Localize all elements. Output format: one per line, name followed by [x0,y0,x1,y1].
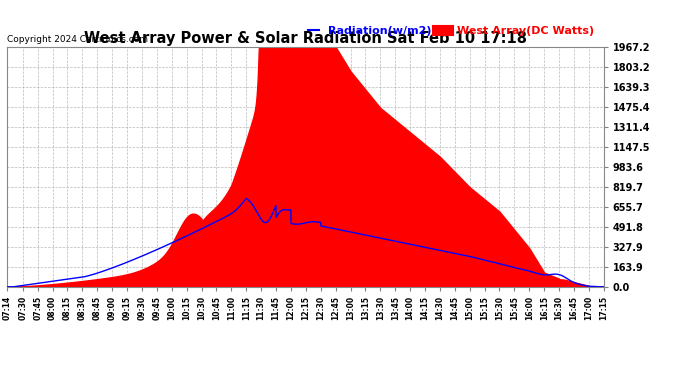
Title: West Array Power & Solar Radiation Sat Feb 10 17:18: West Array Power & Solar Radiation Sat F… [83,31,527,46]
Text: Copyright 2024 Cartronics.com: Copyright 2024 Cartronics.com [8,36,148,45]
Legend: Radiation(w/m2), West Array(DC Watts): Radiation(w/m2), West Array(DC Watts) [303,21,598,40]
